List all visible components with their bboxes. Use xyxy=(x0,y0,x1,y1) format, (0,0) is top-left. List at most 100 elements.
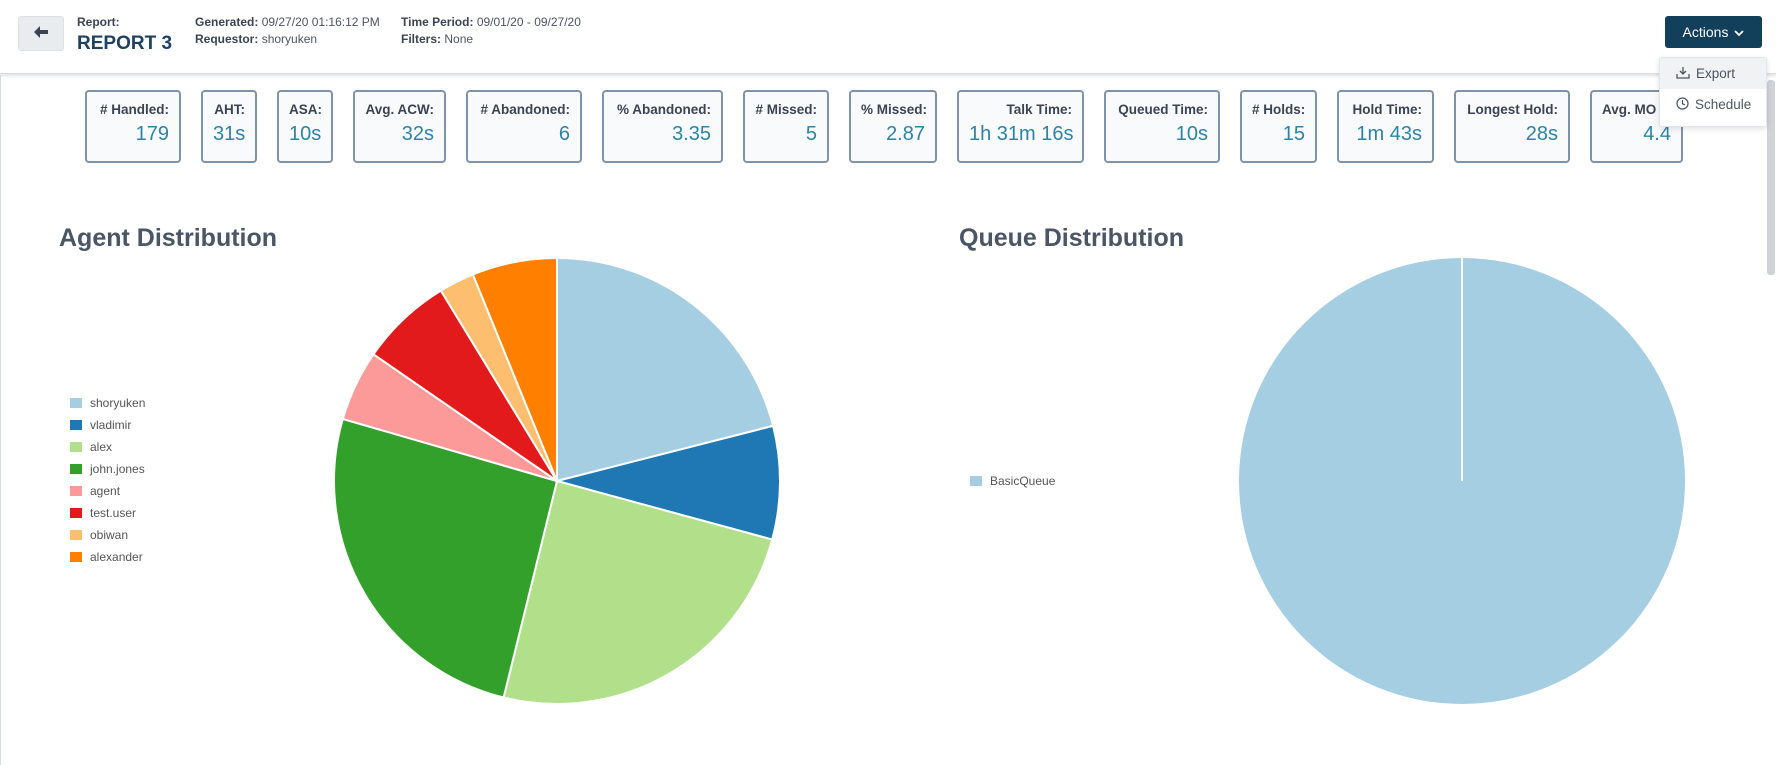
legend-swatch xyxy=(70,442,82,452)
period-block: Time Period: 09/01/20 - 09/27/20 Filters… xyxy=(401,14,581,48)
export-icon xyxy=(1676,66,1690,82)
legend-label: john.jones xyxy=(90,462,145,476)
stat-value: 3.35 xyxy=(672,123,711,145)
stat-label: % Abandoned: xyxy=(617,102,711,117)
stat-value: 1h 31m 16s xyxy=(969,123,1074,145)
stat-card-abandoned: # Abandoned: 6 xyxy=(466,90,582,163)
queue-pie-chart xyxy=(1239,258,1685,704)
filters-value: None xyxy=(444,32,474,46)
legend-item-basicqueue[interactable]: BasicQueue xyxy=(970,470,1055,492)
stat-label: AHT: xyxy=(214,102,245,117)
generated-label: Generated: xyxy=(195,15,259,29)
stat-card-asa: ASA: 10s xyxy=(277,90,333,163)
stat-card-longest-hold: Longest Hold: 28s xyxy=(1454,90,1570,163)
back-button[interactable] xyxy=(18,16,64,51)
legend-swatch xyxy=(70,398,82,408)
period-label: Time Period: xyxy=(401,15,474,29)
actions-label: Actions xyxy=(1682,24,1729,40)
actions-dropdown: Export Schedule xyxy=(1659,57,1767,127)
legend-swatch xyxy=(70,508,82,518)
stat-label: # Handled: xyxy=(99,102,169,117)
stat-card-missed: # Missed: 5 xyxy=(743,90,829,163)
pie-slice-alex[interactable] xyxy=(502,479,774,705)
legend-item-agent[interactable]: agent xyxy=(70,480,145,502)
legend-swatch xyxy=(70,464,82,474)
menu-item-label: Schedule xyxy=(1695,97,1752,112)
queue-legend: BasicQueue xyxy=(970,470,1055,492)
legend-label: obiwan xyxy=(90,528,129,542)
pie-slice-shoryuken[interactable] xyxy=(556,256,775,483)
filters-label: Filters: xyxy=(401,32,442,46)
stat-value: 28s xyxy=(1525,123,1558,145)
report-title: REPORT 3 xyxy=(77,33,173,54)
scrollbar-track[interactable] xyxy=(1766,80,1776,765)
clock-icon xyxy=(1676,96,1689,113)
queue-distribution-title: Queue Distribution xyxy=(959,224,1184,252)
requestor-value: shoryuken xyxy=(261,32,318,46)
stat-label: # Holds: xyxy=(1252,102,1306,117)
report-header: Report: REPORT 3 Generated: 09/27/20 01:… xyxy=(0,0,1776,74)
stat-card-handled: # Handled: 179 xyxy=(85,90,181,163)
stat-label: ASA: xyxy=(289,102,322,117)
stat-value: 5 xyxy=(805,123,817,145)
legend-item-obiwan[interactable]: obiwan xyxy=(70,524,145,546)
legend-item-alexander[interactable]: alexander xyxy=(70,546,145,568)
chevron-down-icon xyxy=(1734,24,1745,40)
stat-label: # Missed: xyxy=(755,102,817,117)
stat-value: 10s xyxy=(289,123,322,145)
actions-button[interactable]: Actions xyxy=(1665,16,1762,48)
legend-item-vladimir[interactable]: vladimir xyxy=(70,414,145,436)
stat-label: Talk Time: xyxy=(1006,102,1072,117)
scrollbar-thumb[interactable] xyxy=(1767,80,1775,275)
stat-card-pct-missed: % Missed: 2.87 xyxy=(849,90,937,163)
pie-slice-john-jones[interactable] xyxy=(333,417,559,699)
generated-value: 09/27/20 01:16:12 PM xyxy=(261,15,380,29)
generated-block: Generated: 09/27/20 01:16:12 PM Requesto… xyxy=(195,14,380,48)
legend-swatch xyxy=(70,420,82,430)
legend-swatch xyxy=(70,530,82,540)
stat-card-talk-time: Talk Time: 1h 31m 16s xyxy=(957,90,1084,163)
agent-distribution-title: Agent Distribution xyxy=(59,224,278,252)
menu-item-export[interactable]: Export xyxy=(1660,58,1766,89)
legend-label: alexander xyxy=(90,550,143,564)
stat-value: 4.4 xyxy=(1643,123,1671,145)
stat-value: 179 xyxy=(135,123,169,145)
stat-label: Queued Time: xyxy=(1118,102,1208,117)
legend-label: shoryuken xyxy=(90,396,146,410)
legend-label: vladimir xyxy=(90,418,132,432)
stat-value: 31s xyxy=(213,123,246,145)
stat-card-hold-time: Hold Time: 1m 43s xyxy=(1337,90,1434,163)
legend-label: alex xyxy=(90,440,113,454)
content-left-border xyxy=(0,75,1,765)
menu-item-label: Export xyxy=(1696,66,1736,81)
stat-card-queued-time: Queued Time: 10s xyxy=(1104,90,1220,163)
stat-label: Hold Time: xyxy=(1352,102,1422,117)
stat-card-avg-acw: Avg. ACW: 32s xyxy=(353,90,446,163)
stat-card-pct-abandoned: % Abandoned: 3.35 xyxy=(602,90,723,163)
stat-label: Avg. ACW: xyxy=(365,102,435,117)
stat-value: 32s xyxy=(401,123,434,145)
stat-card-holds: # Holds: 15 xyxy=(1240,90,1317,163)
pie-slice-vladimir[interactable] xyxy=(553,424,781,541)
agent-pie-chart xyxy=(333,256,781,705)
legend-item-shoryuken[interactable]: shoryuken xyxy=(70,392,145,414)
stat-label: Longest Hold: xyxy=(1467,102,1558,117)
stat-value: 6 xyxy=(558,123,570,145)
stat-value: 10s xyxy=(1175,123,1208,145)
legend-item-test-user[interactable]: test.user xyxy=(70,502,145,524)
legend-label: test.user xyxy=(90,506,137,520)
stat-label: Avg. MO xyxy=(1602,102,1657,117)
report-name-block: Report: REPORT 3 xyxy=(77,14,172,56)
pie-slice-alexander[interactable] xyxy=(471,256,558,482)
stat-label: # Abandoned: xyxy=(480,102,571,117)
legend-item-john-jones[interactable]: john.jones xyxy=(70,458,145,480)
legend-label: agent xyxy=(90,484,121,498)
legend-item-alex[interactable]: alex xyxy=(70,436,145,458)
menu-item-schedule[interactable]: Schedule xyxy=(1660,89,1766,120)
stat-value: 1m 43s xyxy=(1356,123,1422,145)
requestor-label: Requestor: xyxy=(195,32,259,46)
agent-legend: shoryuken vladimir alex john.jones agent test… xyxy=(70,392,145,568)
stat-label: % Missed: xyxy=(861,102,928,117)
legend-swatch xyxy=(70,552,82,562)
report-label: Report: xyxy=(77,15,120,29)
